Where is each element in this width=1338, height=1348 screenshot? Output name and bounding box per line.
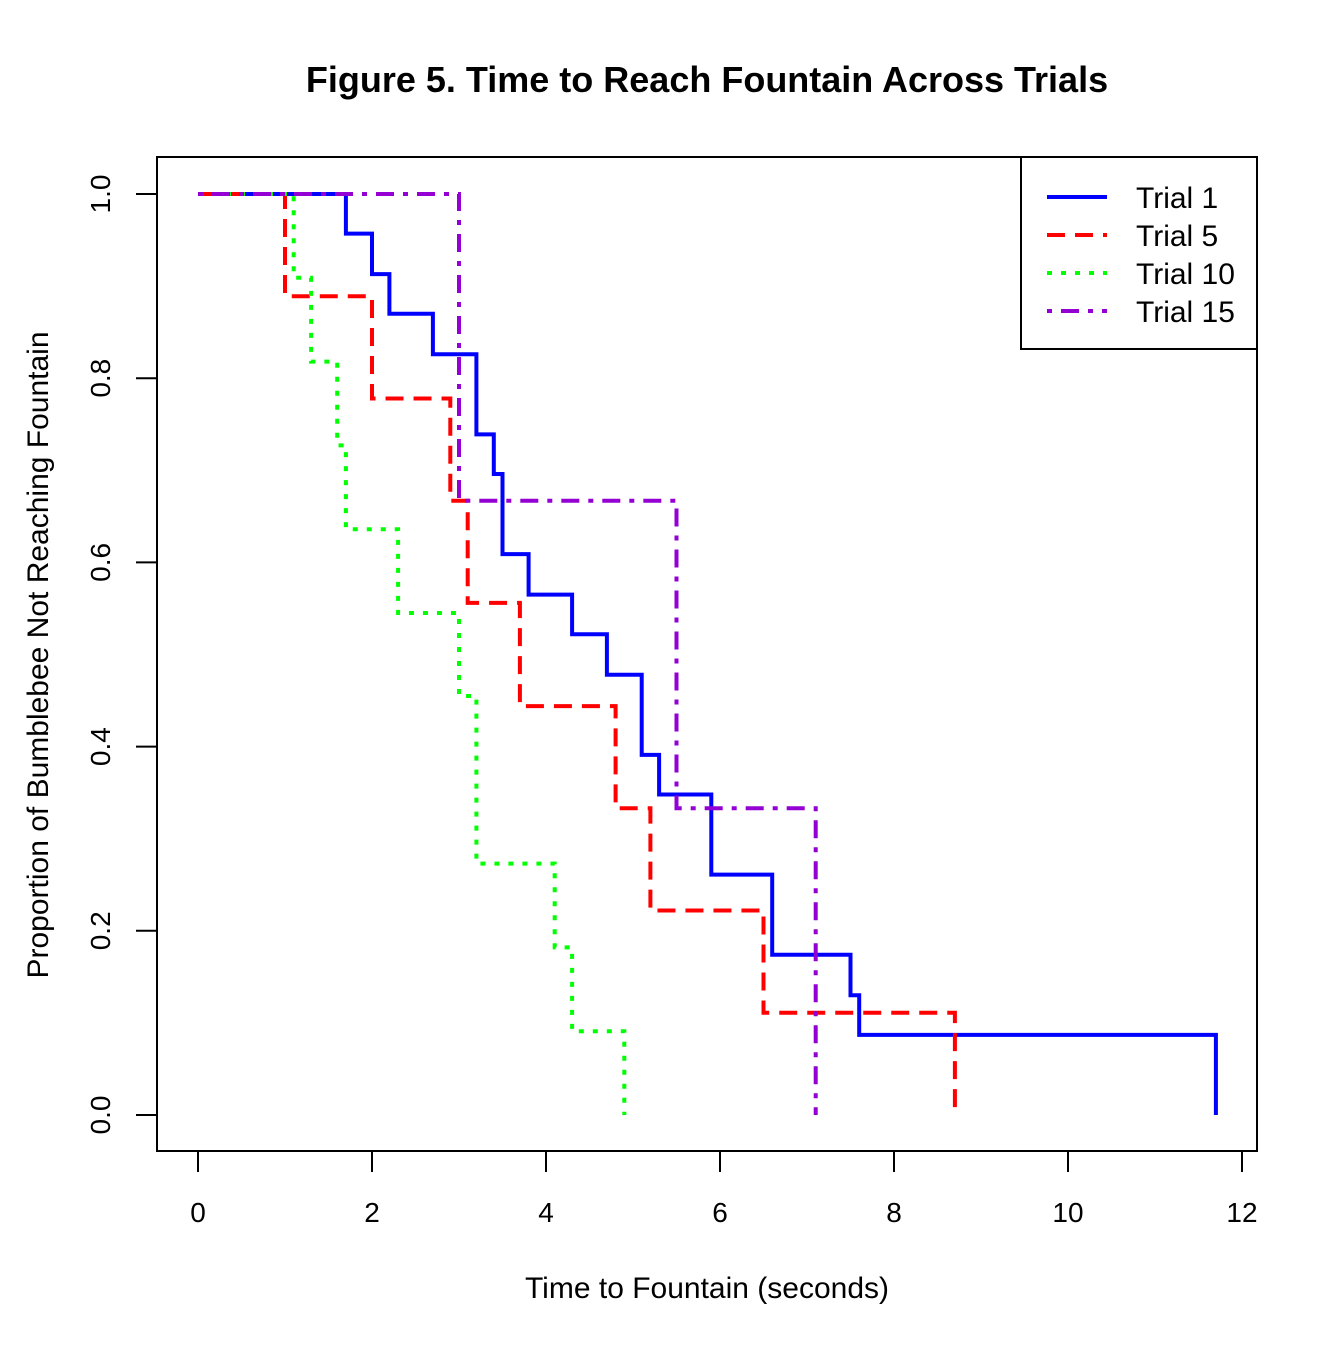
y-tick-label: 0.4 [85, 727, 116, 766]
x-axis-label: Time to Fountain (seconds) [525, 1272, 889, 1305]
x-axis: 0 2 4 6 8 10 12 [190, 1150, 1258, 1228]
x-tick-label: 8 [886, 1197, 902, 1228]
series-line-3 [198, 192, 627, 1115]
legend-label-2: Trial 5 [1136, 220, 1218, 253]
legend-box [1020, 156, 1258, 350]
y-tick-label: 0.8 [85, 359, 116, 398]
legend: Trial 1 Trial 5 Trial 10 Trial 15 [1020, 156, 1258, 350]
x-tick-label: 0 [190, 1197, 206, 1228]
y-axis: 0.0 0.2 0.4 0.6 0.8 1.0 [85, 175, 158, 1135]
legend-label-4: Trial 15 [1136, 296, 1235, 329]
x-tick-label: 12 [1226, 1197, 1257, 1228]
x-tick-label: 10 [1052, 1197, 1083, 1228]
y-axis-label: Proportion of Bumblebee Not Reaching Fou… [22, 331, 55, 978]
series-line-1 [198, 192, 1218, 1115]
x-tick-label: 2 [364, 1197, 380, 1228]
y-tick-label: 1.0 [85, 175, 116, 214]
x-tick-label: 6 [712, 1197, 728, 1228]
legend-label-3: Trial 10 [1136, 258, 1235, 291]
series-line-4 [198, 192, 818, 1115]
y-tick-label: 0.0 [85, 1096, 116, 1135]
x-tick-label: 4 [538, 1197, 554, 1228]
y-tick-label: 0.6 [85, 543, 116, 582]
chart-title: Figure 5. Time to Reach Fountain Across … [306, 59, 1108, 100]
legend-label-1: Trial 1 [1136, 182, 1218, 215]
series-line-2 [198, 192, 957, 1115]
y-tick-label: 0.2 [85, 911, 116, 950]
series-layer [198, 192, 1218, 1115]
